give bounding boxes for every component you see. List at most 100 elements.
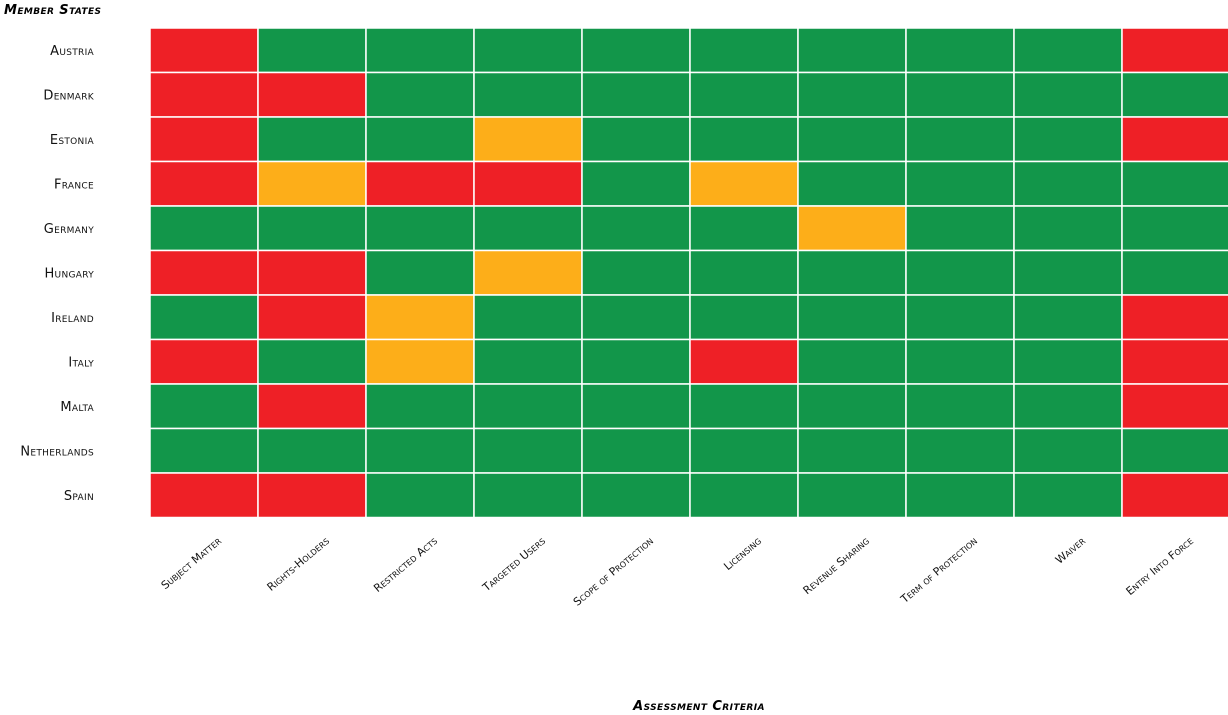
heatmap-cell [149, 116, 259, 163]
heatmap-cell [797, 472, 907, 519]
heatmap-cell [1013, 160, 1123, 207]
y-axis-title: Member States [4, 3, 101, 18]
heatmap-cell [257, 71, 367, 118]
heatmap-cell [1121, 294, 1228, 341]
heatmap-cell [1121, 383, 1228, 430]
heatmap-cell [365, 472, 475, 519]
heatmap-cell [473, 116, 583, 163]
heatmap-cell [365, 383, 475, 430]
heatmap-cell [365, 116, 475, 163]
heatmap-cell [473, 27, 583, 74]
heatmap-cell [581, 116, 691, 163]
column-label: Scope of Protection [571, 534, 656, 608]
heatmap-cell [581, 205, 691, 252]
heatmap-cell [257, 249, 367, 296]
heatmap-cell [905, 116, 1015, 163]
heatmap-cell [365, 427, 475, 474]
heatmap-cell [797, 27, 907, 74]
heatmap-cells [149, 27, 1228, 519]
heatmap-cell [365, 249, 475, 296]
heatmap-cell [797, 338, 907, 385]
heatmap-cell [257, 27, 367, 74]
heatmap-cell [1121, 71, 1228, 118]
heatmap-cell [149, 249, 259, 296]
heatmap-cell [149, 383, 259, 430]
heatmap-cell [581, 249, 691, 296]
heatmap-cell [689, 383, 799, 430]
heatmap-cell [257, 383, 367, 430]
heatmap-cell [905, 205, 1015, 252]
heatmap-cell [1121, 205, 1228, 252]
column-label: Licensing [721, 534, 764, 573]
heatmap-cell [797, 294, 907, 341]
heatmap-cell [689, 205, 799, 252]
heatmap-cell [1121, 116, 1228, 163]
row-label: France [54, 177, 94, 192]
row-label: Austria [50, 44, 94, 59]
column-label: Subject Matter [159, 534, 225, 592]
heatmap-cell [689, 116, 799, 163]
heatmap-cell [365, 338, 475, 385]
row-label: Germany [44, 222, 94, 237]
heatmap-cell [1013, 27, 1123, 74]
heatmap-cell [1013, 71, 1123, 118]
row-label: Estonia [50, 133, 95, 148]
heatmap-cell [1121, 27, 1228, 74]
heatmap-cell [473, 71, 583, 118]
heatmap-cell [905, 383, 1015, 430]
heatmap-cell [581, 27, 691, 74]
heatmap-cell [473, 205, 583, 252]
heatmap-cell [689, 294, 799, 341]
row-label: Ireland [51, 311, 94, 326]
heatmap-cell [581, 71, 691, 118]
heatmap-cell [1121, 338, 1228, 385]
heatmap-cell [473, 427, 583, 474]
column-labels: Subject Matter Rights-Holders Restricted A… [159, 534, 1196, 609]
heatmap-cell [905, 427, 1015, 474]
heatmap-cell [257, 116, 367, 163]
heatmap-cell [365, 71, 475, 118]
heatmap-cell [257, 427, 367, 474]
heatmap-cell [797, 205, 907, 252]
column-label: Entry Into Force [1124, 534, 1196, 598]
heatmap-cell [689, 160, 799, 207]
x-axis-title: Assessment Criteria [632, 699, 765, 714]
heatmap-cell [905, 338, 1015, 385]
row-label: Spain [64, 489, 94, 504]
heatmap-cell [473, 249, 583, 296]
heatmap-cell [473, 383, 583, 430]
heatmap-cell [1121, 472, 1228, 519]
heatmap-cell [797, 249, 907, 296]
heatmap-cell [797, 71, 907, 118]
heatmap-cell [905, 71, 1015, 118]
heatmap-cell [149, 27, 259, 74]
heatmap-cell [905, 160, 1015, 207]
heatmap-cell [1013, 294, 1123, 341]
heatmap-cell [689, 472, 799, 519]
heatmap-cell [581, 338, 691, 385]
heatmap-cell [797, 160, 907, 207]
row-label: Malta [60, 400, 94, 415]
heatmap-cell [905, 249, 1015, 296]
heatmap-cell [1013, 383, 1123, 430]
column-label: Revenue Sharing [801, 534, 872, 597]
heatmap-cell [473, 160, 583, 207]
column-label: Rights-Holders [265, 534, 332, 593]
heatmap-cell [473, 338, 583, 385]
heatmap-cell [1013, 116, 1123, 163]
heatmap-cell [257, 294, 367, 341]
heatmap-cell [905, 27, 1015, 74]
heatmap-cell [1121, 249, 1228, 296]
column-label: Term of Protection [898, 534, 980, 606]
heatmap-cell [581, 294, 691, 341]
row-label: Hungary [44, 266, 94, 281]
heatmap-cell [797, 116, 907, 163]
heatmap-cell [149, 427, 259, 474]
heatmap-cell [149, 294, 259, 341]
column-label: Targeted Users [479, 534, 547, 594]
heatmap-cell [1121, 160, 1228, 207]
heatmap-cell [689, 71, 799, 118]
row-labels: Austria Denmark Estonia France Germany Hungar… [20, 44, 94, 504]
heatmap-cell [473, 472, 583, 519]
